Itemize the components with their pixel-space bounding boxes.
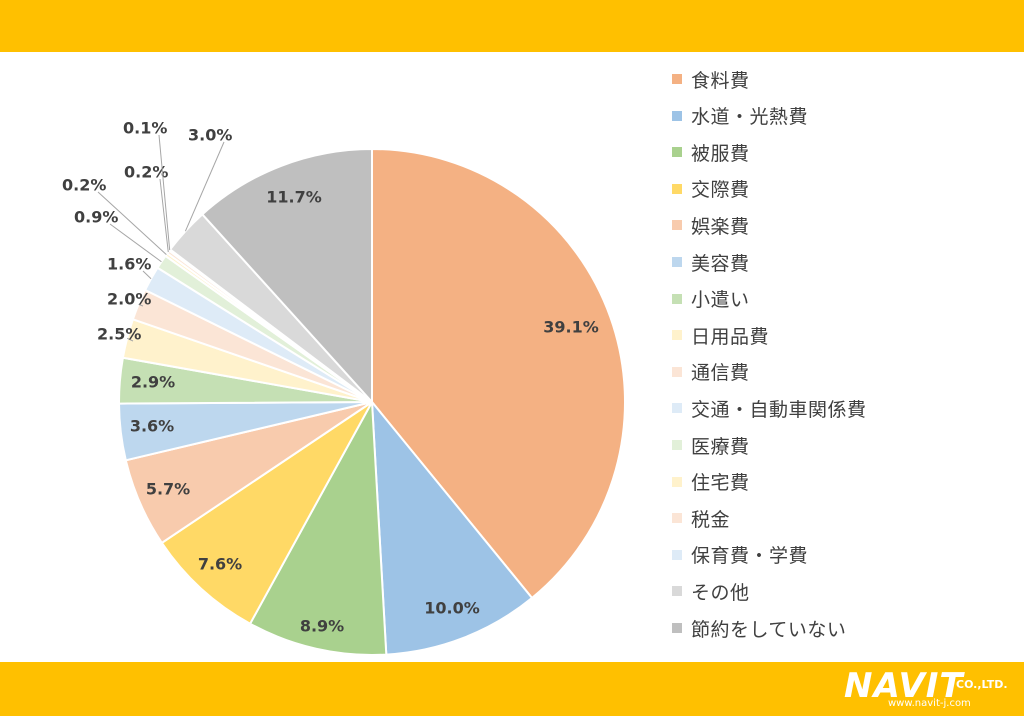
- legend-swatch: [672, 549, 682, 560]
- legend-label: 水道・光熱費: [691, 106, 809, 129]
- pie-chart: 39.1% 10.0% 8.9% 7.6% 5.7% 3.6% 2.9% 2.5% 2.0% 1.…: [62, 119, 626, 656]
- pie-slice: [248, 398, 388, 656]
- leader-line: [142, 270, 152, 280]
- data-label: 0.2%: [62, 176, 106, 195]
- leader-line: [158, 134, 171, 251]
- legend-label: 保育費・学費: [691, 545, 809, 568]
- legend-label: 被服費: [691, 142, 750, 165]
- data-label: 0.2%: [124, 163, 168, 182]
- data-label: 0.1%: [123, 119, 167, 138]
- legend-swatch: [672, 257, 682, 267]
- data-label: 10.0%: [424, 599, 480, 618]
- legend-item: 節約をしていない: [672, 615, 846, 641]
- legend-item: 交際費: [672, 176, 750, 202]
- legend-swatch: [672, 403, 682, 414]
- legend-label: 節約をしていない: [691, 618, 847, 641]
- legend-swatch: [672, 183, 682, 194]
- legend-label: 交際費: [691, 179, 750, 202]
- legend-swatch: [672, 110, 682, 121]
- legend-swatch: [672, 330, 682, 341]
- data-label: 2.9%: [131, 373, 175, 392]
- legend-swatch: [672, 586, 682, 597]
- legend-swatch: [672, 220, 682, 231]
- pie-slice: [160, 401, 373, 626]
- legend-item: 保育費・学費: [672, 542, 808, 568]
- legend-item: 日用品費: [672, 322, 769, 348]
- leader-line: [138, 303, 144, 307]
- data-label: 7.6%: [198, 555, 242, 574]
- leader-line: [126, 337, 134, 342]
- legend-label: 医療費: [691, 435, 750, 458]
- legend-item: 食料費: [672, 66, 750, 92]
- legend-item: 交通・自動車関係費: [672, 395, 867, 421]
- leader-line: [159, 178, 169, 253]
- data-label: 2.5%: [97, 325, 141, 344]
- navit-logo: NAVIT CO.,LTD. www.navit-j.com: [844, 664, 1016, 714]
- data-label: 8.9%: [300, 617, 344, 636]
- data-label: 3.0%: [188, 126, 232, 145]
- logo-url: www.navit-j.com: [888, 698, 971, 709]
- legend-label: 食料費: [691, 69, 750, 92]
- legend-swatch: [672, 147, 682, 158]
- legend-label: 美容費: [691, 252, 750, 275]
- legend-item: 医療費: [672, 432, 750, 458]
- data-label: 11.7%: [266, 188, 322, 207]
- legend-swatch: [672, 440, 682, 450]
- pie-slice: [370, 398, 534, 656]
- logo-name: NAVIT: [844, 666, 964, 706]
- leader-line: [109, 223, 162, 263]
- data-label: 2.0%: [107, 290, 151, 309]
- legend-swatch: [672, 74, 682, 84]
- bottom-banner: [0, 662, 1024, 716]
- legend-label: 税金: [691, 508, 731, 531]
- legend-item: 被服費: [672, 139, 750, 165]
- legend-item: 娯楽費: [672, 212, 750, 238]
- logo-suffix: CO.,LTD.: [956, 678, 1008, 691]
- legend-label: 娯楽費: [691, 215, 750, 238]
- legend-label: 日用品費: [691, 325, 770, 348]
- legend-label: 交通・自動車関係費: [691, 398, 867, 421]
- leader-line: [97, 191, 167, 255]
- pie-slice: [200, 147, 373, 405]
- data-label: 0.9%: [74, 208, 118, 227]
- legend-item: 水道・光熱費: [672, 103, 808, 129]
- data-label: 5.7%: [146, 480, 190, 499]
- legend-item: その他: [672, 578, 750, 604]
- legend-item: 通信費: [672, 359, 750, 385]
- leader-line: [184, 141, 225, 232]
- legend-swatch: [672, 366, 682, 377]
- legend-label: その他: [691, 581, 750, 604]
- legend-swatch: [672, 476, 682, 487]
- legend-swatch: [672, 293, 682, 304]
- legend-label: 小遣い: [691, 289, 750, 312]
- data-label: 1.6%: [107, 255, 151, 274]
- legend-swatch: [672, 623, 682, 633]
- legend-item: 小遣い: [672, 286, 750, 312]
- legend-item: 美容費: [672, 249, 750, 275]
- legend-label: 住宅費: [691, 472, 750, 495]
- pie-slice: [371, 147, 626, 600]
- data-label: 39.1%: [543, 318, 599, 337]
- legend-swatch: [672, 513, 682, 524]
- top-banner: [0, 0, 1024, 52]
- legend-item: 税金: [672, 505, 730, 531]
- legend-item: 住宅費: [672, 469, 750, 495]
- data-label: 3.6%: [130, 417, 174, 436]
- legend-label: 通信費: [691, 362, 750, 385]
